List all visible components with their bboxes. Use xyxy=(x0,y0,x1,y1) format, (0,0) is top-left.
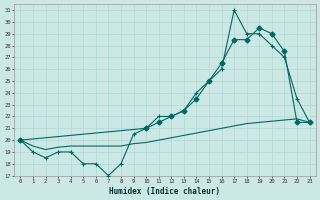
X-axis label: Humidex (Indice chaleur): Humidex (Indice chaleur) xyxy=(109,187,220,196)
